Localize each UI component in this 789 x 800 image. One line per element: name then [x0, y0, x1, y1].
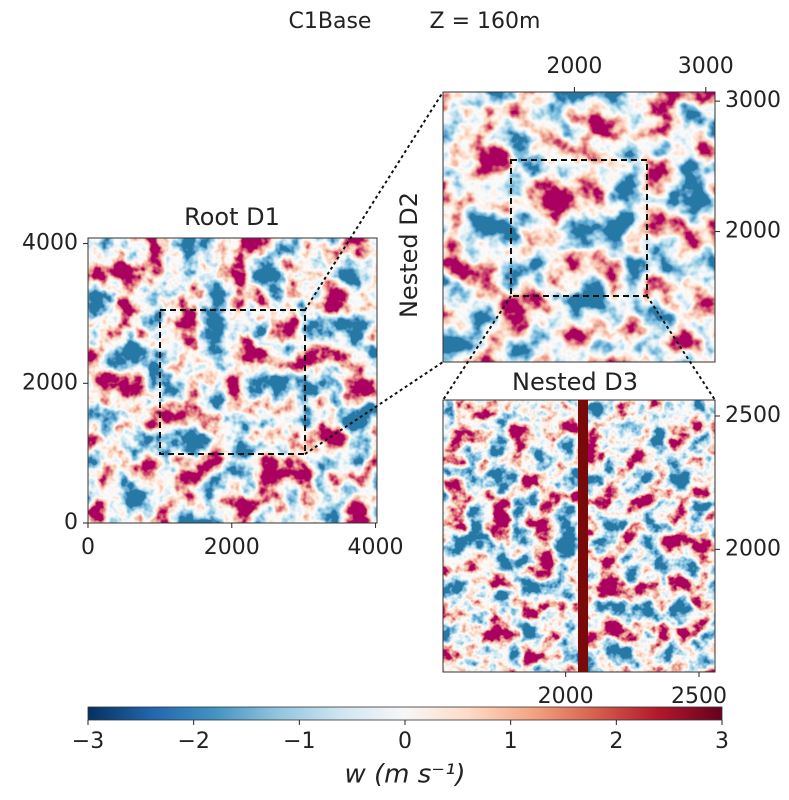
- heatmap-field: [88, 238, 377, 523]
- panel-title: Root D1: [184, 203, 280, 231]
- figure-title: C1Base: [289, 9, 372, 34]
- colorbar-tick-label: −3: [72, 729, 104, 754]
- plot-frame: [442, 91, 716, 363]
- panel-title: Nested D3: [512, 368, 638, 396]
- zoom-line: [304, 361, 444, 455]
- y-tick-label: 2000: [22, 370, 78, 395]
- zoom-line: [646, 295, 716, 401]
- x-tick-label: 2000: [538, 684, 594, 709]
- heatmap-field: [443, 92, 715, 362]
- x-tick-label: 2000: [546, 54, 602, 79]
- panel-title: Nested D2: [395, 192, 423, 318]
- x-tick-label: 3000: [678, 54, 734, 79]
- figure-subtitle: Z = 160m: [430, 9, 541, 34]
- colorbar-label: w (m s⁻¹): [344, 760, 465, 790]
- zoom-box: [159, 309, 306, 455]
- y-tick-label: 2000: [725, 536, 781, 561]
- y-tick-label: 4000: [22, 231, 78, 256]
- zoom-guides: [159, 91, 716, 672]
- x-tick-label: 0: [81, 535, 95, 560]
- zoom-line: [304, 91, 444, 311]
- zoom-line: [442, 295, 512, 401]
- colorbar-tick-label: −1: [283, 729, 315, 754]
- colorbar-tick-label: 0: [398, 729, 412, 754]
- colorbar-tick-label: 2: [609, 729, 623, 754]
- colorbar-tick-label: 3: [715, 729, 729, 754]
- colorbar: [87, 706, 723, 721]
- colorbar-tick-label: 1: [504, 729, 518, 754]
- y-tick-label: 0: [64, 510, 78, 535]
- x-tick-label: 2500: [671, 684, 727, 709]
- y-tick-label: 3000: [725, 88, 781, 113]
- zoom-box: [510, 159, 648, 297]
- x-tick-label: 2000: [204, 535, 260, 560]
- y-tick-label: 2000: [725, 219, 781, 244]
- x-tick-label: 4000: [348, 535, 404, 560]
- stripe: [578, 400, 588, 672]
- colorbar-tick-label: −2: [177, 729, 209, 754]
- plot-frame: [87, 237, 378, 524]
- y-tick-label: 2500: [725, 403, 781, 428]
